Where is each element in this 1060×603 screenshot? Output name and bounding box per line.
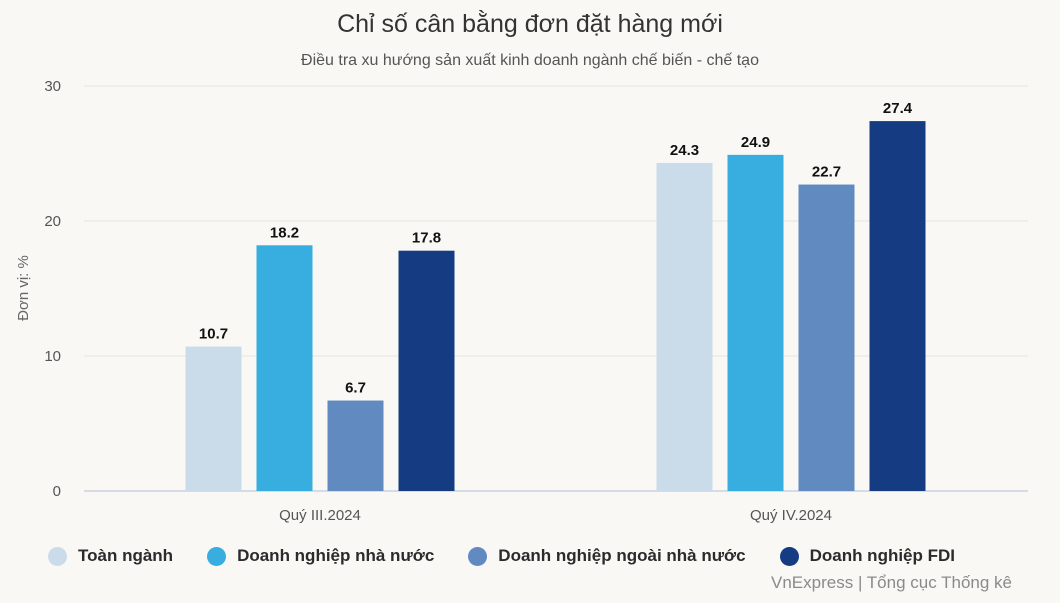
chart-subtitle: Điều tra xu hướng sản xuất kinh doanh ng… [301, 52, 759, 69]
legend: Toàn ngành Doanh nghiệp nhà nước Doanh n… [48, 546, 955, 566]
legend-label: Doanh nghiệp nhà nước [237, 546, 435, 565]
bar[interactable] [327, 400, 384, 491]
bar[interactable] [398, 250, 455, 491]
data-label: 18.2 [270, 224, 299, 241]
legend-dot-icon [779, 546, 799, 566]
bar[interactable] [656, 162, 713, 491]
legend-label: Doanh nghiệp FDI [809, 546, 956, 565]
bar[interactable] [869, 121, 926, 491]
data-label: 27.4 [883, 100, 913, 117]
legend-dot-icon [48, 546, 67, 566]
bar[interactable] [727, 154, 784, 491]
legend-item-dn-nha-nuoc[interactable]: Doanh nghiệp nhà nước [207, 546, 434, 566]
legend-label: Doanh nghiệp ngoài nhà nước [498, 546, 746, 565]
source-credit: VnExpress | Tổng cục Thống kê [771, 573, 1012, 592]
bar[interactable] [185, 346, 242, 491]
y-tick-label: 10 [44, 348, 61, 365]
data-label: 10.7 [199, 326, 228, 343]
data-label: 17.8 [412, 230, 441, 247]
legend-item-dn-ngoai-nha-nuoc[interactable]: Doanh nghiệp ngoài nhà nước [468, 546, 746, 566]
data-label: 24.3 [670, 142, 699, 159]
y-tick-label: 0 [53, 483, 61, 500]
legend-label: Toàn ngành [78, 546, 174, 565]
x-tick-label: Quý IV.2024 [750, 507, 832, 524]
legend-item-dn-fdi[interactable]: Doanh nghiệp FDI [779, 546, 956, 566]
x-tick-label: Quý III.2024 [279, 507, 361, 524]
legend-dot-icon [207, 546, 227, 566]
y-axis-label: Đơn vị: % [15, 255, 32, 321]
data-label: 6.7 [345, 380, 366, 397]
data-label: 22.7 [812, 164, 841, 181]
x-axis-ticks: Quý III.2024 Quý IV.2024 [279, 507, 832, 524]
chart-title: Chỉ số cân bằng đơn đặt hàng mới [337, 9, 723, 38]
y-tick-label: 20 [44, 213, 61, 230]
legend-dot-icon [468, 546, 488, 566]
legend-item-toan-nganh[interactable]: Toàn ngành [48, 546, 173, 566]
bars: 10.7 18.2 6.7 17.8 24.3 24.9 22.7 27.4 [185, 100, 926, 492]
data-label: 24.9 [741, 134, 770, 151]
y-tick-label: 30 [44, 78, 61, 95]
bar[interactable] [256, 245, 313, 491]
bar[interactable] [798, 184, 855, 492]
